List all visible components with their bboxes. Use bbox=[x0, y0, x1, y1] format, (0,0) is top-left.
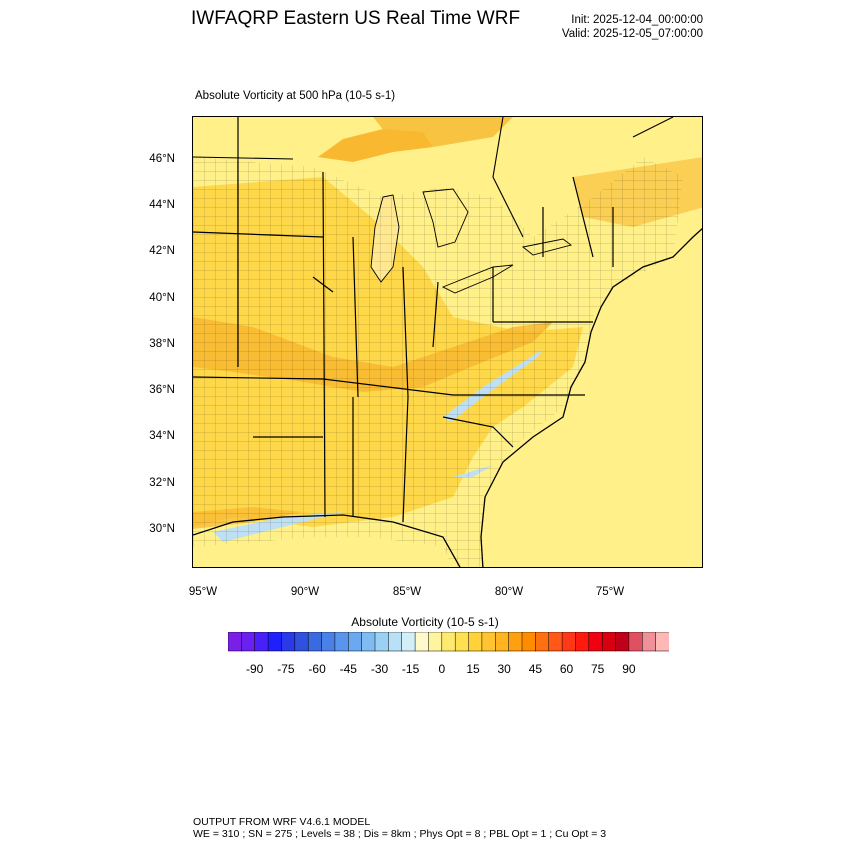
colorbar-swatch bbox=[414, 632, 429, 652]
footer-config: WE = 310 ; SN = 275 ; Levels = 38 ; Dis … bbox=[193, 828, 607, 840]
lat-label: 42°N bbox=[149, 245, 175, 257]
map-canvas bbox=[193, 117, 702, 567]
field-subtitle: Absolute Vorticity at 500 hPa (10-5 s-1) bbox=[195, 90, 396, 102]
colorbar-swatch bbox=[374, 632, 389, 652]
lon-label: 90°W bbox=[290, 586, 320, 598]
colorbar-tick-label: -75 bbox=[277, 662, 295, 676]
lat-label: 36°N bbox=[149, 384, 175, 396]
coastline bbox=[193, 227, 702, 567]
colorbar-swatch bbox=[535, 632, 550, 652]
colorbar-swatch bbox=[508, 632, 523, 652]
lat-label: 30°N bbox=[149, 523, 175, 535]
colorbar-tick-label: 15 bbox=[466, 662, 480, 676]
colorbar-title: Absolute Vorticity (10-5 s-1) bbox=[351, 615, 499, 629]
colorbar-swatch bbox=[334, 632, 349, 652]
colorbar-tick-label: -15 bbox=[401, 662, 420, 676]
lat-label: 38°N bbox=[149, 338, 175, 350]
colorbar-tick-label: 60 bbox=[559, 662, 574, 676]
lat-label: 32°N bbox=[149, 477, 175, 489]
colorbar-swatch bbox=[267, 632, 282, 652]
lat-label: 44°N bbox=[149, 199, 175, 211]
colorbar-swatch bbox=[655, 632, 669, 652]
colorbar-swatch bbox=[548, 632, 563, 652]
colorbar-swatch bbox=[401, 632, 416, 652]
international-border bbox=[193, 117, 674, 238]
lat-label: 46°N bbox=[149, 153, 175, 165]
vorticity-map bbox=[192, 116, 703, 568]
colorbar-swatch bbox=[348, 632, 363, 652]
init-time: Init: 2025-12-04_00:00:00 bbox=[571, 14, 703, 26]
colorbar-swatch bbox=[428, 632, 443, 652]
colorbar-tick-label: -30 bbox=[370, 662, 389, 676]
colorbar-tick-label: 0 bbox=[438, 662, 446, 676]
lat-label: 34°N bbox=[149, 430, 175, 442]
footer-model: OUTPUT FROM WRF V4.6.1 MODEL bbox=[193, 816, 371, 828]
colorbar-swatch bbox=[468, 632, 483, 652]
colorbar-swatch bbox=[495, 632, 510, 652]
colorbar bbox=[228, 632, 669, 652]
colorbar-swatch bbox=[307, 632, 323, 652]
page-title: IWFAQRP Eastern US Real Time WRF bbox=[191, 8, 521, 29]
colorbar-tick-label: -45 bbox=[339, 662, 357, 676]
colorbar-swatch bbox=[642, 632, 657, 652]
colorbar-swatch bbox=[481, 632, 496, 652]
colorbar-swatch bbox=[294, 632, 309, 652]
colorbar-swatch bbox=[588, 632, 603, 652]
colorbar-swatch bbox=[241, 632, 256, 652]
colorbar-swatch bbox=[454, 632, 470, 652]
lake-superior bbox=[318, 129, 433, 162]
run-time-info: Init: 2025-12-04_00:00:00 Valid: 2025-12… bbox=[562, 13, 703, 41]
colorbar-tick-label: -60 bbox=[308, 662, 326, 676]
colorbar-swatch bbox=[321, 632, 336, 652]
colorbar-swatch bbox=[615, 632, 630, 652]
valid-time: Valid: 2025-12-05_07:00:00 bbox=[561, 28, 703, 40]
colorbar-tick-label: 75 bbox=[591, 662, 605, 676]
colorbar-swatch bbox=[561, 632, 576, 652]
colorbar-tick-label: 30 bbox=[497, 662, 511, 676]
colorbar-swatch bbox=[361, 632, 376, 652]
lon-label: 75°W bbox=[595, 586, 625, 598]
colorbar-swatch bbox=[601, 632, 617, 652]
lon-label: 95°W bbox=[188, 586, 218, 598]
lat-label: 40°N bbox=[149, 292, 175, 304]
county-lines bbox=[193, 157, 683, 567]
lon-label: 80°W bbox=[494, 586, 524, 598]
colorbar-tick-label: 45 bbox=[528, 662, 543, 676]
lon-label: 85°W bbox=[392, 586, 422, 598]
model-footer: OUTPUT FROM WRF V4.6.1 MODEL WE = 310 ; … bbox=[193, 816, 606, 840]
colorbar-swatch bbox=[281, 632, 296, 652]
state-borders bbox=[193, 117, 614, 523]
colorbar-swatch bbox=[441, 632, 456, 652]
colorbar-swatch bbox=[521, 632, 536, 652]
colorbar-tick-label: 90 bbox=[622, 662, 636, 676]
colorbar-tick-label: -90 bbox=[246, 662, 264, 676]
colorbar-swatch bbox=[628, 632, 643, 652]
colorbar-swatch bbox=[388, 632, 403, 652]
colorbar-swatch bbox=[228, 632, 242, 652]
colorbar-swatch bbox=[575, 632, 590, 652]
colorbar-swatch bbox=[254, 632, 269, 652]
